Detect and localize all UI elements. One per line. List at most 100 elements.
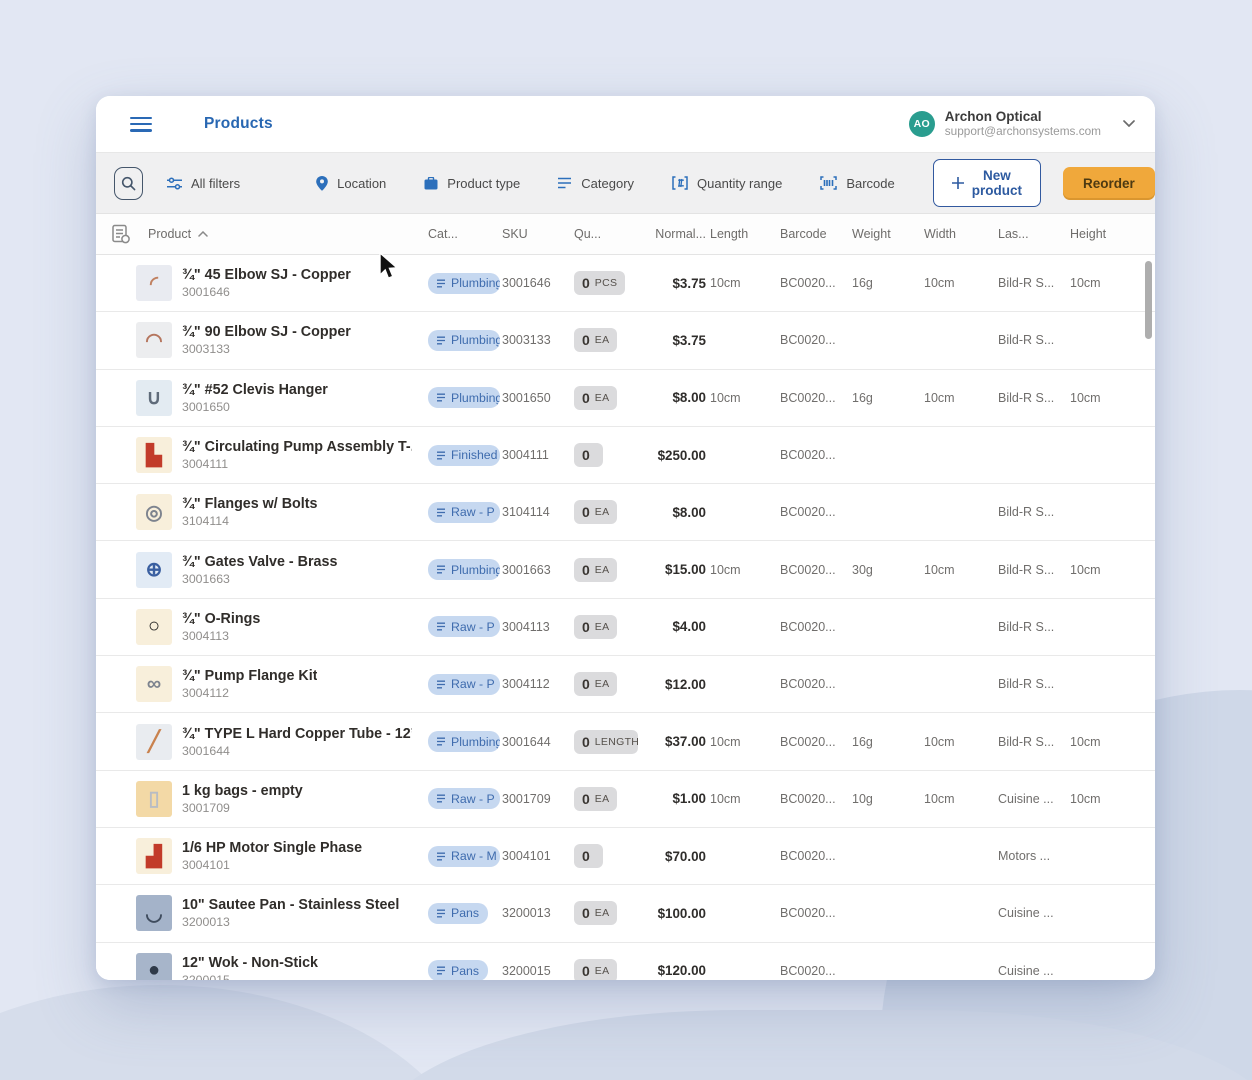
account-menu[interactable]: AO Archon Optical support@archonsystems.…: [908, 109, 1135, 138]
last-vendor-cell: Bild-R S...: [998, 734, 1055, 749]
category-badge[interactable]: Raw - P: [428, 501, 500, 523]
barcode-cell: BC0020...: [780, 677, 836, 692]
table-row[interactable]: ◡ 10" Sautee Pan - Stainless Steel 32000…: [96, 885, 1155, 943]
length-cell: 10cm: [710, 734, 741, 749]
filter-product-type[interactable]: Product type: [424, 176, 520, 191]
search-button[interactable]: [114, 166, 143, 200]
sku-cell: 3004113: [502, 619, 550, 634]
filter-quantity-range[interactable]: Quantity range: [672, 176, 782, 191]
column-header-category[interactable]: Cat...: [428, 227, 458, 241]
barcode-cell: BC0020...: [780, 390, 836, 405]
sku-cell: 3001646: [502, 276, 551, 291]
avatar: AO: [908, 110, 935, 137]
category-badge[interactable]: Plumbing: [428, 559, 500, 581]
product-image: ○: [136, 608, 172, 645]
column-header-normal-price[interactable]: Normal...: [655, 227, 706, 241]
column-header-quantity[interactable]: Qu...: [574, 227, 602, 241]
menu-icon[interactable]: [130, 116, 152, 132]
quantity-badge: 0 EA: [574, 901, 618, 926]
quantity-badge: 0 LENGTH: [574, 729, 638, 754]
filter-label: Barcode: [846, 175, 895, 191]
length-cell: 10cm: [710, 390, 741, 405]
last-vendor-cell: Bild-R S...: [998, 505, 1055, 520]
table-row[interactable]: ╱ ¾" TYPE L Hard Copper Tube - 12’ ... 3…: [96, 713, 1155, 771]
price-cell: $8.00: [672, 390, 706, 406]
filter-category[interactable]: Category: [558, 176, 634, 191]
sku-cell: 3200015: [502, 963, 551, 978]
product-name: 12" Wok - Non-Stick: [182, 954, 319, 971]
category-badge[interactable]: Pans: [428, 960, 489, 980]
filter-all-filters[interactable]: All filters: [167, 176, 240, 191]
width-cell: 10cm: [924, 734, 955, 749]
width-cell: 10cm: [924, 791, 955, 806]
customize-columns-icon[interactable]: [110, 223, 132, 245]
category-badge[interactable]: Raw - P: [428, 788, 500, 810]
width-cell: 10cm: [924, 562, 955, 577]
table-row[interactable]: ⊕ ¾" Gates Valve - Brass 3001663 Plum: [96, 541, 1155, 599]
quantity-range-icon: [672, 176, 688, 190]
sku-cell: 3001663: [502, 562, 551, 577]
product-image: ∪: [136, 379, 172, 416]
plus-icon: [951, 177, 964, 189]
new-product-button[interactable]: New product: [932, 159, 1041, 207]
table-row[interactable]: ▟ 1/6 HP Motor Single Phase 3004101 R: [96, 827, 1155, 886]
category-mini-icon: [437, 737, 446, 746]
quantity-badge: 0 EA: [574, 328, 618, 353]
barcode-cell: BC0020...: [780, 619, 836, 634]
category-badge[interactable]: Finished: [428, 444, 500, 466]
category-badge[interactable]: Raw - P: [428, 616, 500, 638]
quantity-badge: 0 PCS: [574, 271, 626, 296]
category-badge[interactable]: Raw - P: [428, 673, 500, 695]
category-badge[interactable]: Pans: [428, 902, 489, 924]
last-vendor-cell: Bild-R S...: [998, 333, 1055, 348]
category-mini-icon: [437, 794, 446, 803]
filter-location[interactable]: Location: [316, 175, 386, 191]
table-row[interactable]: ▙ ¾" Circulating Pump Assembly T-... 300…: [96, 426, 1155, 485]
height-cell: 10cm: [1070, 562, 1101, 577]
table-row[interactable]: ◎ ¾" Flanges w/ Bolts 3104114 Raw - P: [96, 484, 1155, 542]
category-badge[interactable]: Raw - M: [428, 845, 500, 867]
category-mini-icon: [437, 451, 446, 460]
search-icon: [121, 176, 136, 191]
table-row[interactable]: ∞ ¾" Pump Flange Kit 3004112 Raw - P: [96, 656, 1155, 714]
column-header-last-vendor[interactable]: Las...: [998, 227, 1029, 241]
table-row[interactable]: ◜ ¾" 45 Elbow SJ - Copper 3001646 Plu: [96, 255, 1155, 313]
app-window: Products AO Archon Optical support@archo…: [96, 96, 1155, 980]
column-header-height[interactable]: Height: [1070, 227, 1107, 241]
barcode-cell: BC0020...: [780, 562, 836, 577]
column-product-sort[interactable]: Product: [148, 227, 208, 241]
sku-cell: 3004101: [502, 849, 551, 864]
filter-label: Category: [581, 175, 635, 191]
reorder-button[interactable]: Reorder: [1062, 166, 1155, 200]
filter-barcode[interactable]: Barcode: [820, 175, 895, 191]
category-badge[interactable]: Plumbing: [428, 387, 500, 409]
column-header-weight[interactable]: Weight: [852, 227, 891, 241]
table-row[interactable]: ● 12" Wok - Non-Stick 3200015 Pans: [96, 942, 1155, 980]
category-mini-icon: [437, 565, 446, 574]
width-cell: 10cm: [924, 390, 955, 405]
column-header-barcode[interactable]: Barcode: [780, 227, 827, 241]
table-body: ◜ ¾" 45 Elbow SJ - Copper 3001646 Plu: [96, 255, 1155, 980]
product-name: 10" Sautee Pan - Stainless Steel: [182, 897, 400, 914]
category-badge[interactable]: Plumbing: [428, 731, 500, 753]
table-row[interactable]: ○ ¾" O-Rings 3004113 Raw - P: [96, 598, 1155, 657]
quantity-badge: 0: [574, 844, 603, 869]
category-badge[interactable]: Plumbing: [428, 329, 500, 351]
background-blob-decoration: [0, 985, 480, 1080]
category-badge[interactable]: Plumbing: [428, 272, 500, 294]
column-header-width[interactable]: Width: [924, 227, 956, 241]
sku-cell: 3003133: [502, 333, 551, 348]
category-mini-icon: [437, 508, 446, 517]
chevron-down-icon: [1123, 120, 1135, 128]
vertical-scrollbar[interactable]: [1145, 261, 1152, 339]
table-row[interactable]: ▯ 1 kg bags - empty 3001709 Raw - P: [96, 770, 1155, 828]
length-cell: 10cm: [710, 562, 741, 577]
product-sku-sub: 3004101: [182, 858, 230, 873]
table-row[interactable]: ◠ ¾" 90 Elbow SJ - Copper 3003133 Plu: [96, 312, 1155, 370]
table-row[interactable]: ∪ ¾" #52 Clevis Hanger 3001650 Plumbi: [96, 369, 1155, 427]
height-cell: 10cm: [1070, 791, 1101, 806]
account-email: support@archonsystems.com: [944, 123, 1101, 138]
column-header-sku[interactable]: SKU: [502, 227, 528, 241]
column-header-length[interactable]: Length: [710, 227, 749, 241]
product-name: ¾" Gates Valve - Brass: [182, 553, 338, 570]
